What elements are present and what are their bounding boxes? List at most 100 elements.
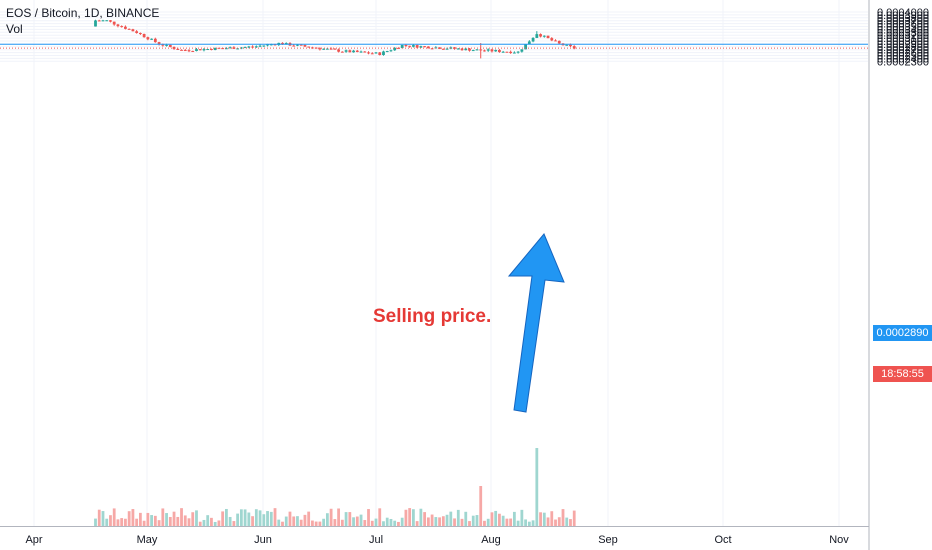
volume-bar bbox=[389, 518, 393, 526]
candle-body bbox=[228, 47, 232, 49]
candle-body bbox=[109, 20, 112, 22]
candle-body bbox=[554, 40, 557, 42]
volume-bar bbox=[344, 512, 348, 526]
y-tick-label: 0.0004000 bbox=[877, 7, 929, 19]
volume-bar bbox=[258, 510, 262, 526]
level-price-tag: 0.0002890 bbox=[873, 325, 932, 341]
volume-bar bbox=[483, 520, 486, 526]
candle-body bbox=[438, 47, 441, 49]
volume-bar bbox=[382, 521, 385, 526]
volume-bar bbox=[516, 520, 520, 526]
volume-bar bbox=[284, 516, 288, 526]
volume-bar bbox=[112, 508, 116, 526]
y-tick-label: 0.0002500 bbox=[877, 51, 929, 63]
volume-bar bbox=[131, 509, 135, 526]
volume-bar bbox=[378, 508, 382, 526]
candle-body bbox=[453, 47, 456, 49]
volume-bar bbox=[322, 518, 326, 526]
volume-bar bbox=[479, 486, 483, 526]
volume-bar bbox=[475, 515, 479, 526]
volume-bar bbox=[397, 521, 400, 526]
volume-bar bbox=[539, 512, 542, 526]
volume-bar bbox=[195, 510, 198, 526]
candle-body bbox=[512, 52, 516, 54]
volume-bar bbox=[318, 521, 322, 526]
candle-body bbox=[236, 48, 240, 50]
volume-bar bbox=[471, 515, 475, 526]
y-tick-label: 0.0003300 bbox=[877, 27, 929, 39]
volume-bar bbox=[138, 512, 142, 526]
candle-body bbox=[468, 48, 471, 51]
volume-bar bbox=[415, 521, 419, 526]
volume-bar bbox=[419, 508, 423, 526]
x-tick-label: Nov bbox=[829, 534, 849, 546]
volume-bar bbox=[535, 448, 539, 526]
volume-bar bbox=[456, 509, 460, 526]
volume-bar bbox=[142, 520, 146, 526]
candle-body bbox=[348, 50, 352, 53]
candle-body bbox=[329, 48, 333, 50]
volume-bar bbox=[520, 509, 524, 526]
candle-body bbox=[124, 26, 127, 29]
candle-body bbox=[187, 50, 191, 52]
volume-bar bbox=[348, 512, 352, 526]
candle-body bbox=[195, 49, 198, 52]
candle-body bbox=[303, 44, 307, 47]
volume-bar bbox=[254, 509, 258, 526]
volume-bar bbox=[150, 515, 153, 526]
candle-body bbox=[385, 51, 389, 53]
y-tick-label: 0.0003100 bbox=[877, 33, 929, 45]
candle-body bbox=[292, 45, 296, 47]
volume-bar bbox=[352, 517, 355, 526]
candle-body bbox=[400, 45, 404, 49]
candle-body bbox=[142, 33, 146, 38]
candle-body bbox=[120, 26, 124, 28]
volume-bar bbox=[565, 517, 569, 526]
volume-bar bbox=[329, 508, 333, 526]
candle-body bbox=[247, 46, 251, 48]
candle-body bbox=[363, 51, 367, 53]
candle-body bbox=[374, 52, 378, 54]
volume-bar bbox=[146, 512, 150, 526]
annotation-arrow bbox=[507, 233, 565, 413]
candle-body bbox=[333, 48, 337, 50]
candle-body bbox=[475, 49, 479, 51]
volume-bar bbox=[412, 509, 415, 526]
volume-bar bbox=[296, 516, 299, 526]
y-tick-label: 0.0003500 bbox=[877, 22, 929, 34]
volume-bar bbox=[430, 514, 434, 526]
candle-body bbox=[112, 21, 116, 25]
volume-bar bbox=[273, 508, 277, 526]
candle-body bbox=[460, 48, 464, 51]
candle-body bbox=[542, 35, 546, 37]
candle-body bbox=[412, 45, 415, 47]
candle-body bbox=[352, 50, 355, 53]
volume-bar bbox=[408, 508, 412, 526]
volume-bar bbox=[202, 519, 206, 526]
candle-body bbox=[498, 49, 501, 53]
candle-body bbox=[273, 44, 277, 46]
candle-body bbox=[344, 50, 348, 52]
volume-bar bbox=[213, 521, 217, 526]
volume-bar bbox=[299, 519, 303, 526]
volume-bar bbox=[153, 515, 157, 526]
candle-body bbox=[94, 20, 97, 27]
volume-bar bbox=[542, 512, 546, 526]
volume-bar bbox=[494, 510, 498, 526]
candle-body bbox=[299, 44, 303, 46]
volume-bar bbox=[464, 511, 468, 526]
candle-body bbox=[318, 48, 322, 50]
candle-body bbox=[225, 48, 228, 50]
volume-bar bbox=[172, 511, 176, 526]
candle-body bbox=[232, 47, 236, 49]
volume-bar bbox=[239, 509, 243, 526]
candle-body bbox=[370, 53, 374, 55]
candle-body bbox=[146, 37, 150, 40]
candle-body bbox=[239, 47, 243, 49]
candle-body bbox=[153, 38, 157, 43]
volume-bar bbox=[262, 514, 266, 526]
candle-body bbox=[456, 48, 460, 50]
volume-bar bbox=[135, 518, 139, 526]
candle-body bbox=[490, 49, 494, 52]
